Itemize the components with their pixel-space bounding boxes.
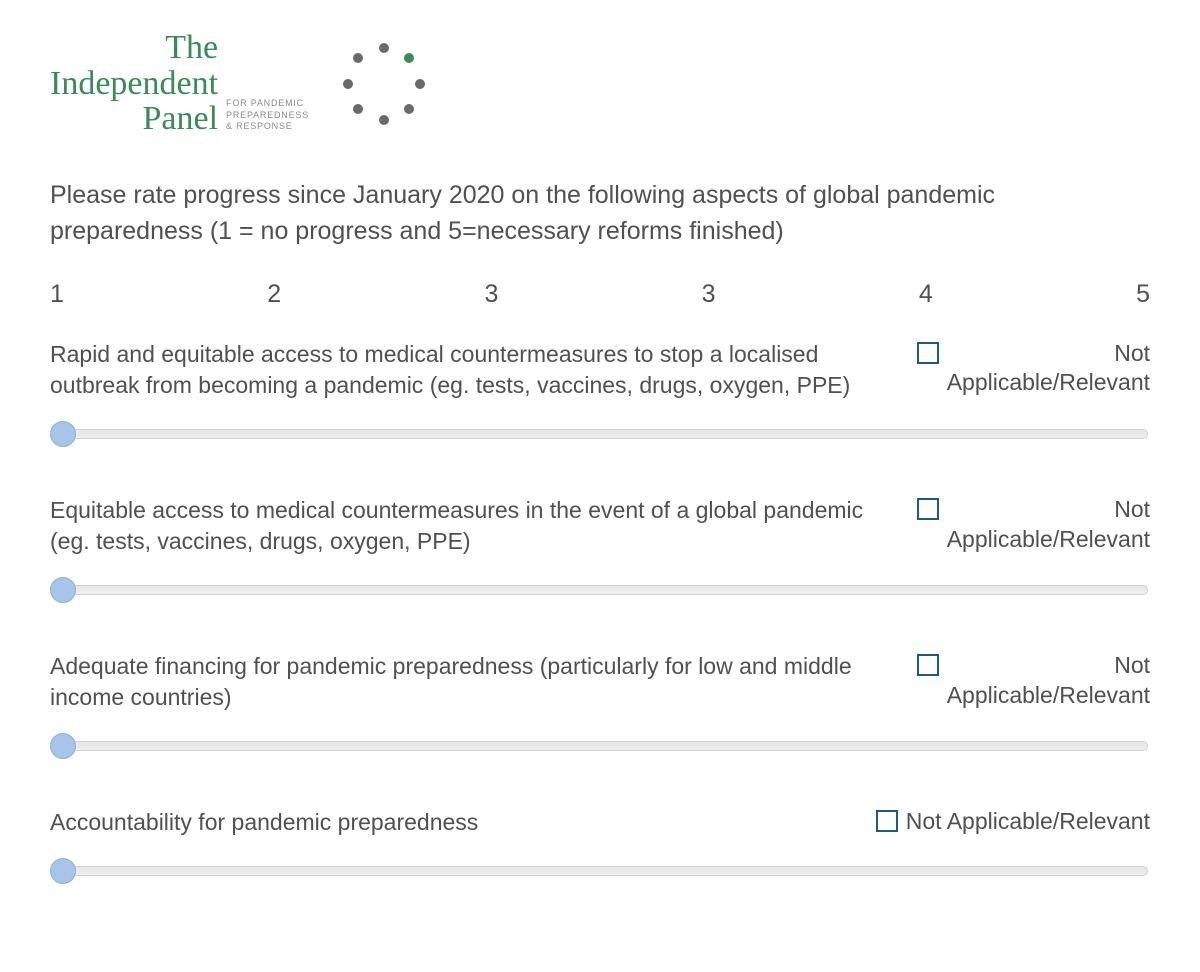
survey-items: Rapid and equitable access to medical co… (50, 339, 1150, 884)
logo-sub-line2: PREPAREDNESS (226, 110, 309, 120)
survey-item: Equitable access to medical countermeasu… (50, 495, 1150, 603)
logo-sub-line3: & RESPONSE (226, 121, 293, 131)
item-label: Rapid and equitable access to medical co… (50, 339, 897, 401)
slider-thumb[interactable] (50, 733, 76, 759)
logo-line1: The (165, 29, 218, 66)
logo-sub-line1: FOR PANDEMIC (226, 98, 304, 108)
item-row: Accountability for pandemic preparedness… (50, 807, 1150, 838)
scale-label: 2 (267, 280, 281, 309)
na-checkbox[interactable] (917, 498, 939, 520)
rating-slider[interactable] (50, 577, 1150, 603)
item-row: Rapid and equitable access to medical co… (50, 339, 1150, 401)
na-block: Not Applicable/Relevant (876, 807, 1150, 837)
item-label: Equitable access to medical countermeasu… (50, 495, 897, 557)
slider-thumb[interactable] (50, 577, 76, 603)
logo: The Independent Panel FOR PANDEMIC PREPA… (50, 30, 309, 137)
na-label-line2: Applicable/Relevant (947, 681, 1150, 711)
item-row: Adequate financing for pandemic prepared… (50, 651, 1150, 713)
rating-slider[interactable] (50, 421, 1150, 447)
survey-item: Adequate financing for pandemic prepared… (50, 651, 1150, 759)
slider-track (62, 429, 1148, 439)
na-label: NotApplicable/Relevant (947, 339, 1150, 399)
logo-line2: Independent (50, 65, 218, 102)
slider-thumb[interactable] (50, 858, 76, 884)
scale-label: 5 (1136, 280, 1150, 309)
na-label-line2: Applicable/Relevant (947, 525, 1150, 555)
logo-subtitle: FOR PANDEMIC PREPAREDNESS & RESPONSE (226, 98, 309, 137)
na-block: NotApplicable/Relevant (917, 495, 1150, 555)
scale-label: 3 (702, 280, 716, 309)
na-label-line2: Applicable/Relevant (947, 368, 1150, 398)
spinner-icon (339, 39, 429, 129)
slider-thumb[interactable] (50, 421, 76, 447)
rating-slider[interactable] (50, 858, 1150, 884)
na-label: NotApplicable/Relevant (947, 495, 1150, 555)
na-block: NotApplicable/Relevant (917, 339, 1150, 399)
question-text: Please rate progress since January 2020 … (50, 177, 1150, 250)
logo-main-text: The Independent Panel (50, 30, 218, 137)
survey-item: Accountability for pandemic preparedness… (50, 807, 1150, 884)
slider-track (62, 585, 1148, 595)
na-block: NotApplicable/Relevant (917, 651, 1150, 711)
rating-slider[interactable] (50, 733, 1150, 759)
survey-item: Rapid and equitable access to medical co… (50, 339, 1150, 447)
scale-label: 1 (50, 280, 64, 309)
item-row: Equitable access to medical countermeasu… (50, 495, 1150, 557)
item-label: Accountability for pandemic preparedness (50, 807, 856, 838)
na-label-line1: Not (947, 339, 1150, 369)
scale-label: 4 (919, 280, 933, 309)
na-label: NotApplicable/Relevant (947, 651, 1150, 711)
na-label: Not Applicable/Relevant (906, 807, 1150, 837)
na-checkbox[interactable] (917, 654, 939, 676)
scale-label: 3 (484, 280, 498, 309)
na-label-line1: Not (947, 651, 1150, 681)
na-checkbox[interactable] (876, 810, 898, 832)
item-label: Adequate financing for pandemic prepared… (50, 651, 897, 713)
slider-track (62, 866, 1148, 876)
scale-labels: 1 2 3 3 4 5 (50, 280, 1150, 309)
logo-line3: Panel (143, 100, 219, 137)
na-checkbox[interactable] (917, 342, 939, 364)
slider-track (62, 741, 1148, 751)
na-label-line1: Not (947, 495, 1150, 525)
header: The Independent Panel FOR PANDEMIC PREPA… (50, 30, 1150, 137)
